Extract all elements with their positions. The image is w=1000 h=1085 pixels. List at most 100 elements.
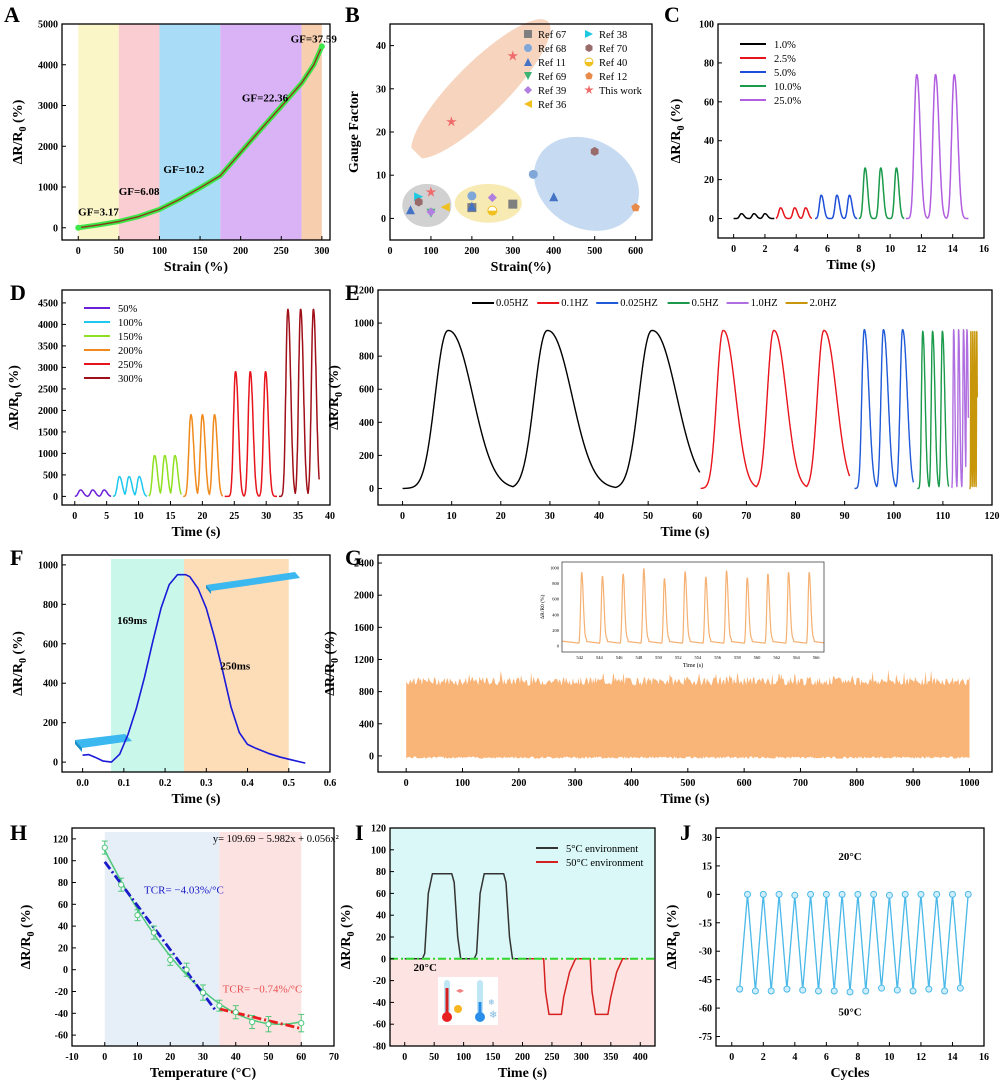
y-tick-label: 600 [359,385,374,396]
sensor-strip-icon [75,734,132,748]
cycle-point [901,890,909,898]
legend-label: 5°C environment [566,844,638,855]
marker-pentagon [585,72,593,80]
x-tick-label: 10 [447,511,457,522]
marker-square [524,30,532,38]
x-tick-label: 40 [325,511,335,522]
x-tick-label: 4 [794,244,799,255]
marker-star [507,50,519,61]
strain-series-line [224,370,278,498]
y-tick-label: 0 [53,223,58,234]
y-tick-label: -30 [699,947,712,958]
frequency-series-line [916,330,950,490]
x-axis-label: Cycles [831,1066,870,1081]
sensor-strip-side [75,740,82,752]
shaded-region [78,24,119,240]
inset-x-tick-label: 544 [596,655,604,660]
y-tick-label: 2400 [354,559,374,570]
x-tick-label: 110 [936,511,950,522]
response-curve [82,573,306,764]
cycle-line [738,893,969,993]
x-tick-label: 400 [546,246,561,257]
y-tick-label: 0 [369,751,374,762]
y-axis-label: ΔR/R0 (%) [669,98,687,163]
x-tick-label: 50 [643,511,653,522]
inset-x-tick-label: 550 [655,655,663,660]
inset-background [536,558,828,674]
x-tick-label: 80 [791,511,801,522]
y-tick-label: 1000 [38,183,58,194]
y-tick-label: 5000 [38,20,58,31]
data-point [249,1018,256,1026]
panel-g: 542 544 546 548 550 552 554 556 558 560 562 564 566 0… [323,545,993,807]
hot-thermometer-bulb [442,1012,452,1022]
marker-triangle-left [440,202,450,212]
strain-series-line [112,475,148,498]
x-tick-label: 8 [855,1052,860,1063]
x-tick-label: 0.1 [118,778,131,789]
y-tick-label: 3000 [38,363,58,374]
legend-label: Ref 39 [538,86,566,97]
x-axis-label: Strain(%) [491,260,552,275]
x-tick-label: 0 [731,244,736,255]
cycle-point [862,987,870,995]
y-tick-label: 60 [704,97,714,108]
legend-label: 250% [118,360,143,371]
legend-label: 5.0% [774,68,796,79]
y-tick-label: -60 [699,1004,712,1015]
y-tick-label: -80 [373,1042,386,1053]
x-tick-label: 0 [388,246,393,257]
y-tick-label: 1000 [354,319,374,330]
y-tick-label: 100 [371,845,386,856]
legend-label: Ref 38 [599,30,627,41]
legend-label: 0.025HZ [620,298,658,309]
y-tick-label: -75 [699,1032,712,1043]
x-tick-label: 0 [102,1052,107,1063]
y-tick-label: -60 [55,1031,68,1042]
cycle-point [751,987,759,995]
y-tick-label: 20 [704,175,714,186]
cycle-point [783,985,791,993]
x-tick-label: 40 [231,1052,241,1063]
inset-x-tick-label: 558 [734,655,742,660]
cycle-point [807,890,815,898]
cycle-point [791,891,799,899]
snowflake-icon: ❄ [488,998,495,1007]
strain-series-line [74,489,112,498]
y-tick-label: 60 [376,889,386,900]
y-axis-label: ΔR/R0 (%) [19,904,37,969]
x-tick-label: 300 [505,246,520,257]
x-tick-label: 100 [456,1052,471,1063]
panel-j: 20°C 50°C 0 2 4 6 8 10 12 14 16 -75 -60 -45 -30 -15 0 15 3… [665,820,989,1081]
marker-diamond [487,193,497,203]
panel-f: 169ms 250ms 0.0 0.1 0.2 0.3 0.4 0.5 0.6 0 200 400 60… [10,545,336,807]
x-tick-label: 14 [947,1052,957,1063]
x-tick-label: 250 [544,1052,559,1063]
gf-annotation: GF=37.59 [291,33,338,45]
x-tick-label: 40 [594,511,604,522]
legend-label: 1.0% [774,40,796,51]
y-tick-label: -45 [699,975,712,986]
x-tick-label: 20 [197,511,207,522]
legend-label: Ref 67 [538,30,566,41]
x-tick-label: 30 [545,511,555,522]
x-tick-label: 30 [198,1052,208,1063]
y-tick-label: 2000 [38,142,58,153]
marker-triangle-left [524,100,532,108]
inset-curve [561,568,824,644]
panel-label: F [10,545,23,570]
legend-label: 50% [118,304,138,315]
legend-label: 100% [118,318,143,329]
x-tick-label: 500 [587,246,602,257]
cycle-point [893,986,901,994]
marker-half-fill [487,210,497,216]
y-tick-label: 80 [704,58,714,69]
cycle-point [941,987,949,995]
x-tick-label: 6 [824,1052,829,1063]
x-tick-label: 20 [496,511,506,522]
inset-frame [561,561,825,653]
x-tick-label: 1000 [959,778,979,789]
x-tick-label: 350 [603,1052,618,1063]
strain-series-line [814,194,858,220]
y-tick-label: 1200 [354,286,374,297]
